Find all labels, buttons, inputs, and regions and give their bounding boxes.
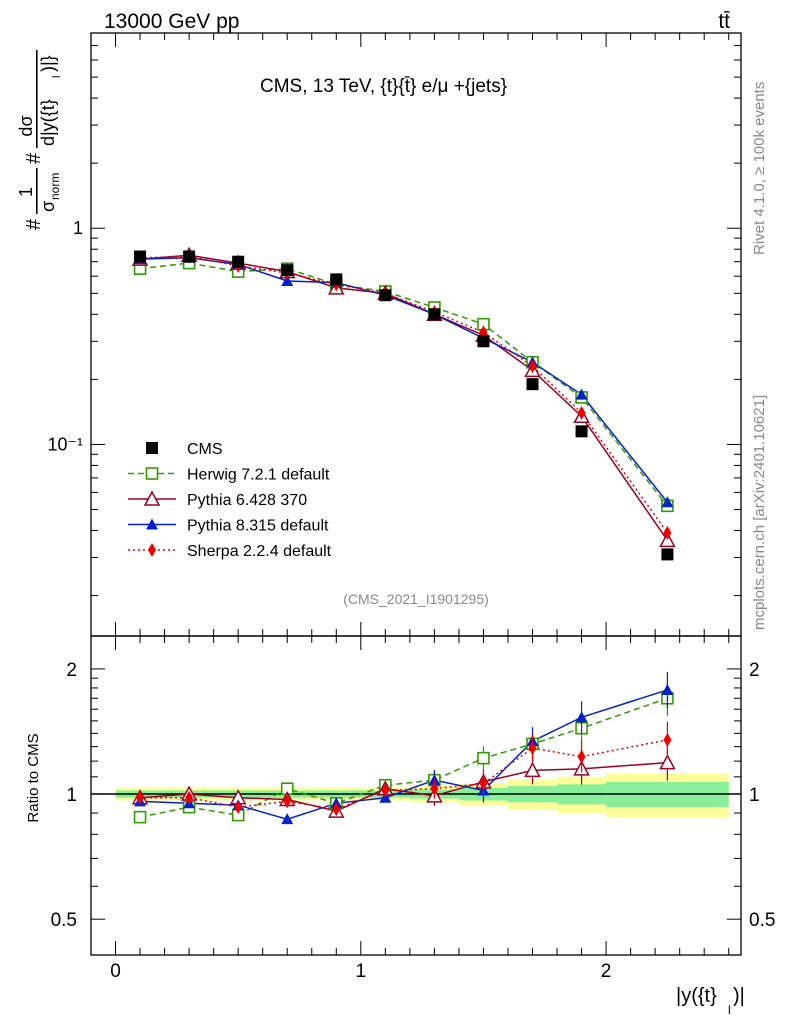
marker-top-cms (379, 289, 392, 302)
marker-bottom-sherpa (381, 783, 390, 798)
marker-top-cms (330, 273, 343, 286)
y-label-one: 1 (16, 187, 36, 197)
y-tick-label-bottom-right: 1 (749, 785, 760, 806)
x-tick-label: 2 (601, 961, 612, 982)
marker-top-cms (281, 264, 294, 277)
legend-label-cms: CMS (187, 441, 223, 458)
y-tick-label-top: 1 (73, 218, 83, 238)
legend-marker-pythia6 (143, 490, 161, 506)
y-label-dy: d|y({t} (38, 99, 58, 146)
series-markers-bottom (131, 671, 676, 825)
marker-bottom-pythia8 (281, 813, 294, 825)
y-label-sigma: σ (38, 201, 58, 212)
marker-bottom-sherpa (136, 790, 145, 805)
main-plot-title: CMS, 13 TeV, {t}{t̄} e/μ +{jets} (260, 76, 507, 97)
marker-top-cms (428, 308, 441, 321)
marker-top-pythia8 (575, 388, 588, 400)
x-tick-label: 1 (356, 961, 367, 982)
marker-top-cms (575, 425, 588, 438)
marker-top-sherpa (663, 525, 672, 540)
mcplots-label: mcplots.cern.ch [arXiv:2401.10621] (751, 395, 768, 630)
marker-bottom-sherpa (663, 732, 672, 747)
y-tick-label-bottom-left: 2 (66, 660, 77, 681)
marker-top-cms (661, 548, 674, 561)
marker-bottom-pythia8 (575, 711, 588, 723)
header-right-label: tt̄ (718, 10, 730, 33)
marker-top-sherpa (528, 359, 537, 374)
legend-marker-cms (146, 442, 158, 454)
y-label-fraction-bar-1 (36, 168, 38, 214)
y-tick-label-bottom-left: 0.5 (51, 910, 77, 931)
marker-bottom-sherpa (234, 800, 243, 815)
legend-marker-herwig (145, 467, 159, 480)
legend-label-pythia6: Pythia 6.428 370 (187, 492, 307, 509)
marker-bottom-sherpa (577, 749, 586, 764)
marker-top-cms (526, 378, 539, 391)
plot-frames (90, 32, 742, 956)
legend: CMS Herwig 7.2.1 default Pythia 6.428 370 P… (128, 441, 332, 560)
y-label-hash-2: # (23, 152, 45, 164)
rivet-version-label: Rivet 4.1.0, ≥ 100k events (751, 82, 768, 255)
legend-label-pythia8: Pythia 8.315 default (187, 518, 329, 535)
legend-label-sherpa: Sherpa 2.2.4 default (187, 543, 332, 560)
marker-bottom-sherpa (479, 776, 488, 791)
y-label-norm: norm (48, 173, 62, 200)
y-axis-label-bottom: Ratio to CMS (25, 733, 42, 822)
y-tick-label-bottom-left: 1 (66, 785, 77, 806)
marker-bottom-pythia8 (661, 683, 674, 695)
x-axis-label: |y({t} l )| (676, 985, 745, 1017)
bottom-panel-frame (90, 635, 742, 956)
y-label-close: )|} (38, 55, 58, 72)
x-label-sub: l (728, 1003, 731, 1017)
y-tick-label-top: 10⁻¹ (47, 434, 83, 454)
legend-label-herwig: Herwig 7.2.1 default (187, 467, 330, 484)
marker-bottom-sherpa (528, 741, 537, 756)
x-label-main: |y({t} (676, 985, 717, 1007)
series-markers-top (131, 246, 676, 561)
y-axis-label-top: # 1 σ norm # dσ d|y({t} l )|} (16, 50, 63, 230)
y-tick-label-bottom-right: 2 (749, 660, 760, 681)
marker-bottom-sherpa (283, 794, 292, 809)
marker-bottom-pythia6 (659, 754, 676, 770)
marker-top-pythia6 (659, 531, 676, 548)
marker-bottom-herwig (477, 751, 490, 765)
series-line-bottom-herwig (139, 697, 668, 818)
marker-top-cms (477, 335, 490, 348)
series-line-top-herwig (139, 262, 669, 507)
y-tick-label-bottom-right: 0.5 (749, 910, 775, 931)
y-label-l-sub: l (51, 76, 63, 78)
marker-bottom-sherpa (430, 781, 439, 796)
y-label-hash-1: # (23, 218, 45, 230)
marker-top-pythia8 (281, 275, 294, 287)
marker-top-sherpa (577, 405, 586, 420)
series-line-top-sherpa (140, 255, 669, 534)
marker-bottom-herwig (133, 810, 147, 824)
marker-top-cms (183, 250, 196, 263)
y-label-dsigma: dσ (16, 115, 36, 136)
header-left-label: 13000 GeV pp (104, 10, 239, 33)
axis-ticks: 10⁻¹ 1 0.5 0.5 1 1 2 2 0 1 2 (47, 32, 775, 982)
y-label-fraction-bar-2 (36, 50, 38, 148)
marker-bottom-sherpa (185, 790, 194, 805)
analysis-id-label: (CMS_2021_I1901295) (343, 591, 489, 607)
marker-top-cms (134, 250, 147, 263)
marker-top-cms (232, 255, 245, 268)
legend-marker-sherpa (148, 543, 156, 557)
x-label-close: )| (733, 985, 745, 1007)
legend-marker-pythia8 (146, 518, 158, 530)
marker-bottom-pythia6 (524, 761, 541, 778)
marker-top-pythia8 (661, 496, 674, 508)
marker-bottom-sherpa (332, 802, 341, 817)
x-tick-label: 0 (110, 961, 121, 982)
